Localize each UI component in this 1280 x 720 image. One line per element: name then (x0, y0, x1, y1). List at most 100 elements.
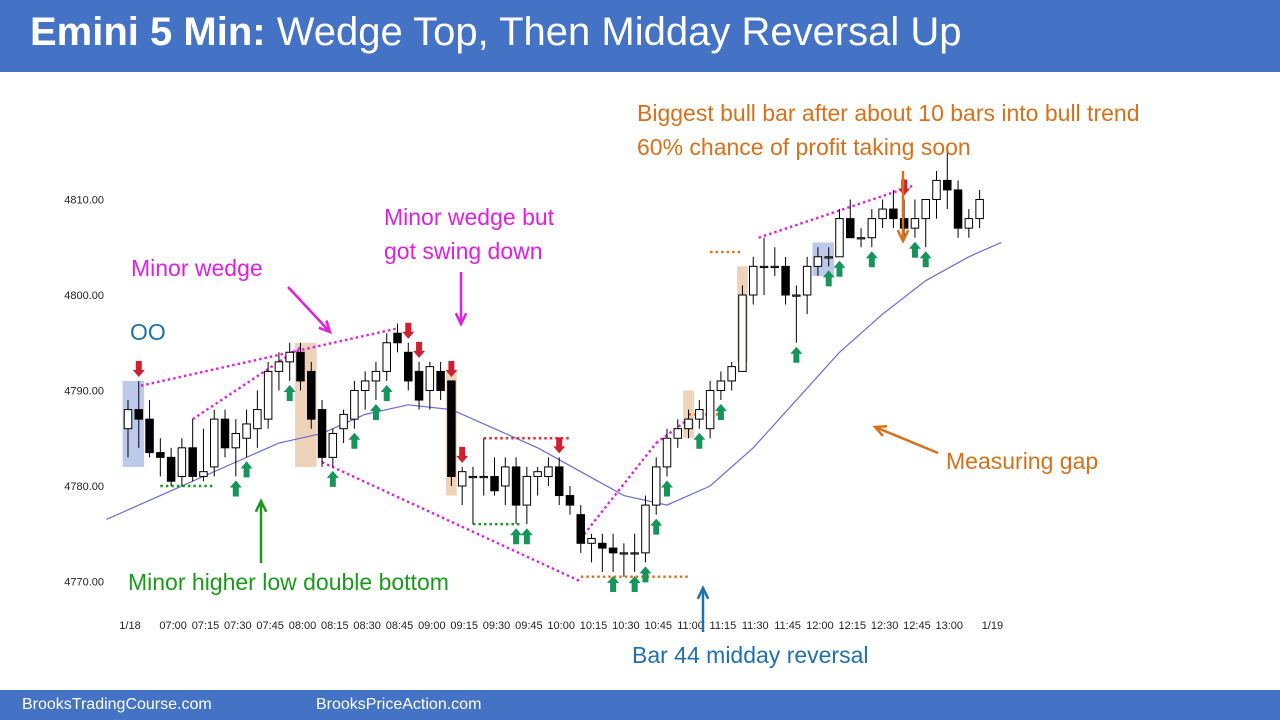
candle-body (457, 471, 467, 487)
x-tick-label: 10:30 (612, 620, 640, 632)
candle-body (274, 361, 284, 372)
candle-body (684, 418, 693, 430)
candle-body (576, 514, 586, 544)
sell-signal-arrow-icon (413, 341, 426, 358)
y-tick-label: 4790.00 (64, 386, 104, 398)
candle-body (199, 471, 208, 477)
buy-signal-arrow-icon (661, 480, 673, 497)
buy-signal-arrow-icon (650, 518, 663, 535)
candle-body (910, 218, 920, 229)
candle-body (846, 218, 855, 239)
pointer-minor-wedge-icon-head (318, 320, 332, 335)
sell-signal-arrow-icon (553, 437, 566, 454)
buy-signal-arrow-icon (369, 404, 382, 421)
candle-body (296, 351, 305, 382)
candle-body (177, 447, 187, 477)
buy-signal-arrow-icon (833, 260, 846, 277)
x-tick-label: 13:00 (936, 620, 964, 632)
sell-signal-arrow-icon (456, 446, 469, 463)
x-tick-label: 12:45 (903, 620, 931, 632)
candle-body (662, 437, 672, 468)
x-tick-label: 07:45 (256, 620, 284, 632)
candle-body (630, 552, 639, 555)
candle-body (220, 418, 230, 449)
x-tick-label: 07:00 (159, 620, 187, 632)
pointer-biggest-bull-icon-head (896, 229, 910, 244)
candle-body (608, 547, 618, 554)
candle-body (759, 265, 769, 269)
candle-body (824, 256, 833, 259)
x-tick-label: 08:30 (353, 620, 381, 632)
candle-body (587, 538, 596, 544)
pointer-swing-down-icon-head (454, 312, 468, 327)
annotation-got-swing-down: got swing down (384, 238, 543, 264)
buy-signal-arrow-icon (822, 270, 835, 287)
x-tick-label: 09:30 (483, 620, 511, 632)
candle-body (641, 504, 650, 554)
candle-body (339, 413, 348, 430)
candle-body (404, 351, 413, 382)
sell-signal-arrow-icon (402, 322, 415, 339)
candle-body (738, 294, 747, 372)
page-title: Emini 5 Min: Wedge Top, Then Midday Reve… (30, 10, 962, 55)
pointer-midday-reversal-icon-head (696, 585, 710, 600)
candle-body (856, 237, 866, 240)
annotation-midday-reversal: Bar 44 midday reversal (632, 642, 869, 668)
sell-signal-arrow-icon (445, 360, 458, 377)
x-tick-label: 1/18 (119, 620, 140, 632)
candle-body (522, 475, 532, 506)
candle-body (209, 418, 219, 468)
x-tick-label: 11:00 (677, 620, 704, 632)
candle-body (651, 466, 661, 506)
x-tick-label: 12:30 (871, 620, 899, 632)
candle-body (533, 471, 542, 477)
y-tick-label: 4800.00 (64, 290, 104, 302)
candle-body (393, 332, 402, 344)
ema-line (106, 241, 1002, 520)
x-tick-label: 11:30 (742, 620, 769, 632)
buy-signal-arrow-icon (348, 432, 361, 449)
sell-signal-arrow-icon (132, 360, 145, 377)
x-tick-label: 10:15 (580, 620, 608, 632)
candle-body (166, 456, 176, 482)
candle-body (145, 418, 154, 454)
candle-body (414, 370, 424, 401)
candle-body (544, 466, 553, 477)
y-tick-label: 4770.00 (64, 577, 104, 589)
buy-signal-arrow-icon (908, 241, 921, 258)
buy-signal-arrow-icon (628, 575, 641, 592)
candle-body (932, 179, 941, 201)
candle-body (350, 390, 359, 420)
candle-body (134, 409, 144, 420)
candle-body (878, 208, 887, 220)
footer-link-price-action[interactable]: BrooksPriceAction.com (316, 696, 482, 713)
buy-signal-arrow-icon (693, 432, 706, 449)
candle-body (813, 256, 823, 267)
candle-body (565, 495, 575, 506)
candle-body (436, 370, 445, 391)
buy-signal-arrow-icon (639, 566, 652, 583)
candle-body (705, 390, 715, 430)
x-tick-label: 08:15 (321, 620, 349, 632)
x-tick-label: 10:45 (644, 620, 672, 632)
candle-body (479, 475, 488, 479)
buy-signal-arrow-icon (229, 480, 242, 497)
candle-body (425, 366, 435, 391)
candle-body (889, 208, 898, 220)
candle-body (328, 432, 338, 458)
candle-body (253, 409, 262, 430)
candle-body (943, 179, 952, 191)
candle-body (263, 370, 273, 420)
candle-body (953, 189, 963, 229)
candle-body (792, 294, 801, 297)
x-tick-label: 09:45 (515, 620, 543, 632)
candle-body (490, 475, 499, 492)
x-tick-label: 07:15 (192, 620, 220, 632)
candle-body (156, 452, 165, 458)
candle-body (242, 423, 251, 439)
candle-body (554, 466, 564, 497)
buy-signal-arrow-icon (790, 346, 803, 363)
buy-signal-arrow-icon (919, 251, 932, 268)
footer-link-trading-course[interactable]: BrooksTradingCourse.com (22, 696, 212, 713)
title-rest: Wedge Top, Then Midday Reversal Up (276, 10, 962, 54)
